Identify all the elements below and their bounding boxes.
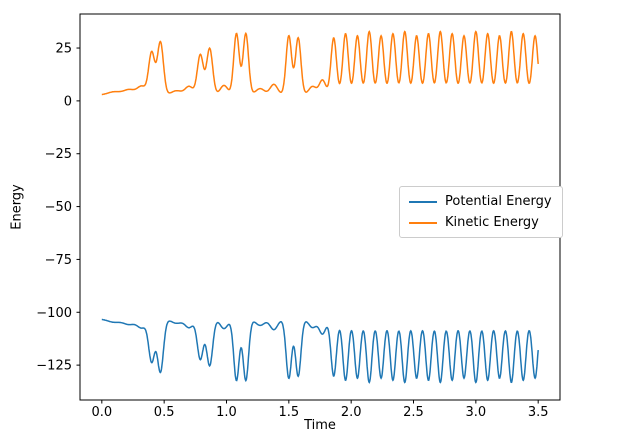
x-tick-label: 3.5 <box>528 405 549 420</box>
x-tick-label: 0.5 <box>154 405 175 420</box>
legend-label-kinetic: Kinetic Energy <box>445 215 539 230</box>
x-tick-label: 0.0 <box>91 405 112 420</box>
legend: Potential Energy Kinetic Energy <box>399 186 563 238</box>
y-tick-label: 0 <box>64 94 72 109</box>
y-tick-label: −100 <box>36 306 72 321</box>
y-axis-label: Energy <box>9 184 25 230</box>
x-axis-label: Time <box>304 418 336 433</box>
legend-line-kinetic <box>409 221 437 224</box>
legend-line-potential <box>409 200 437 203</box>
potential-energy-line <box>101 318 539 384</box>
x-tick-label: 2.0 <box>341 405 362 420</box>
legend-label-potential: Potential Energy <box>445 194 552 209</box>
x-tick-label: 1.5 <box>278 405 299 420</box>
y-tick-label: −50 <box>45 200 72 215</box>
x-tick-label: 3.0 <box>466 405 487 420</box>
x-tick-label: 1.0 <box>216 405 237 420</box>
y-tick-label: −125 <box>36 359 72 374</box>
kinetic-energy-line <box>101 30 539 96</box>
legend-entry-potential: Potential Energy <box>409 194 552 209</box>
x-tick-label: 2.5 <box>403 405 424 420</box>
legend-entry-kinetic: Kinetic Energy <box>409 215 552 230</box>
y-tick-label: −25 <box>45 147 72 162</box>
y-tick-label: 25 <box>55 42 72 57</box>
y-tick-label: −75 <box>45 253 72 268</box>
